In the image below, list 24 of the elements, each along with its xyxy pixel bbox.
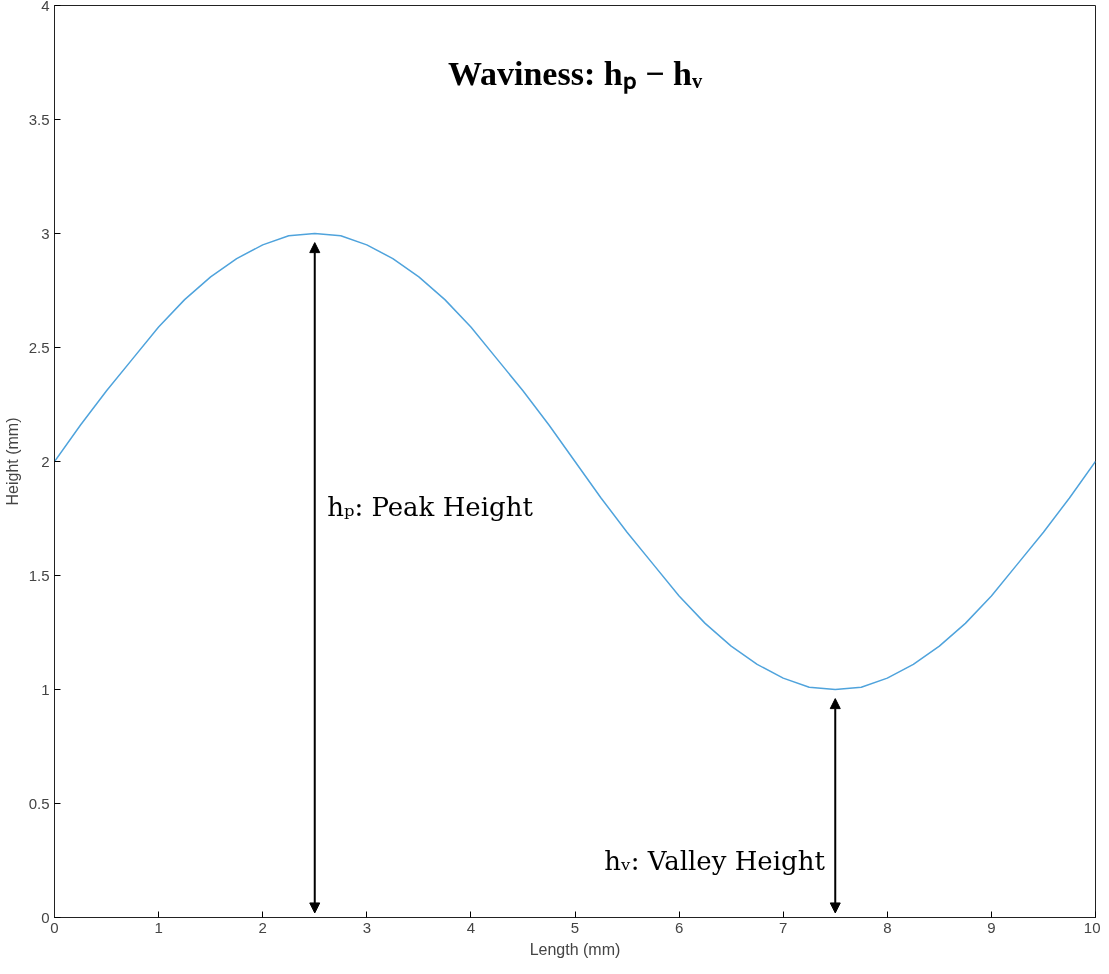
- x-tick-label: 5: [570, 918, 580, 936]
- x-tick-label: 7: [779, 918, 788, 936]
- y-tick-label: 1.5: [28, 566, 50, 584]
- x-tick-label: 6: [674, 918, 684, 936]
- x-tick-label: 3: [362, 918, 371, 936]
- y-tick-label: 2.5: [28, 338, 50, 356]
- y-tick-label: 0.5: [28, 794, 50, 812]
- y-tick-label: 3: [41, 224, 50, 242]
- y-tick-label: 1: [41, 680, 50, 698]
- y-tick-label: 3.5: [28, 110, 50, 128]
- line-series: [54, 232, 1096, 691]
- x-tick-label: 2: [258, 918, 267, 936]
- y-tick-label: 4: [41, 0, 50, 14]
- x-tick-label: 9: [987, 918, 996, 936]
- text: Waviness: hₚ − hᵥ: [447, 55, 703, 95]
- x-tick-label: 1: [154, 918, 163, 936]
- y-axis-title: Height (mm): [3, 417, 21, 506]
- annotation: hᵥ: Valley Height: [604, 845, 826, 876]
- x-axis-title: Length (mm): [529, 940, 621, 958]
- x-tick-label: 4: [466, 918, 476, 936]
- x-tick-label: 10: [1083, 918, 1101, 936]
- y-tick-label: 2: [41, 452, 50, 470]
- x-tick-label: 8: [883, 918, 892, 936]
- annotation: hₚ: Peak Height: [327, 492, 534, 523]
